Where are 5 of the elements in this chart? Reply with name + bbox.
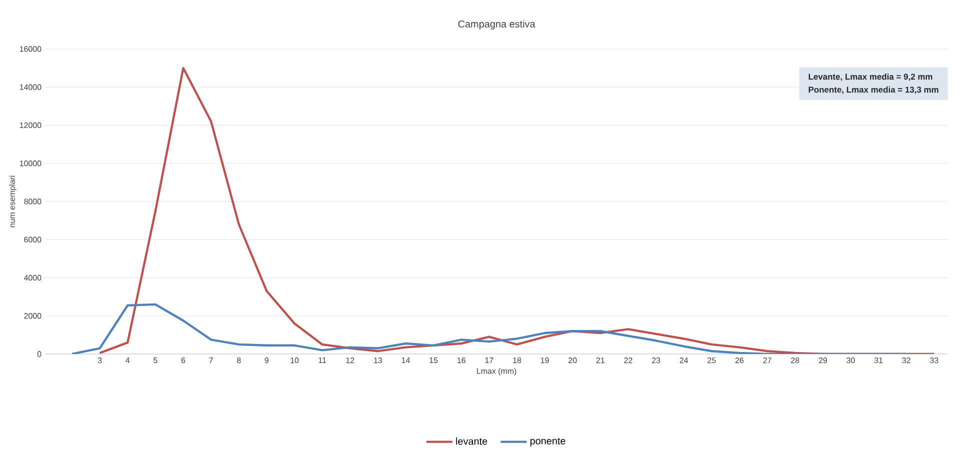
legend-label: levante xyxy=(456,437,488,445)
chart-title: Campagna estiva xyxy=(458,20,536,30)
annotation: Levante, Lmax media = 9,2 mm xyxy=(808,73,932,81)
annotation: Ponente, Lmax media = 13,3 mm xyxy=(808,86,938,94)
legend-label: ponente xyxy=(530,438,566,446)
